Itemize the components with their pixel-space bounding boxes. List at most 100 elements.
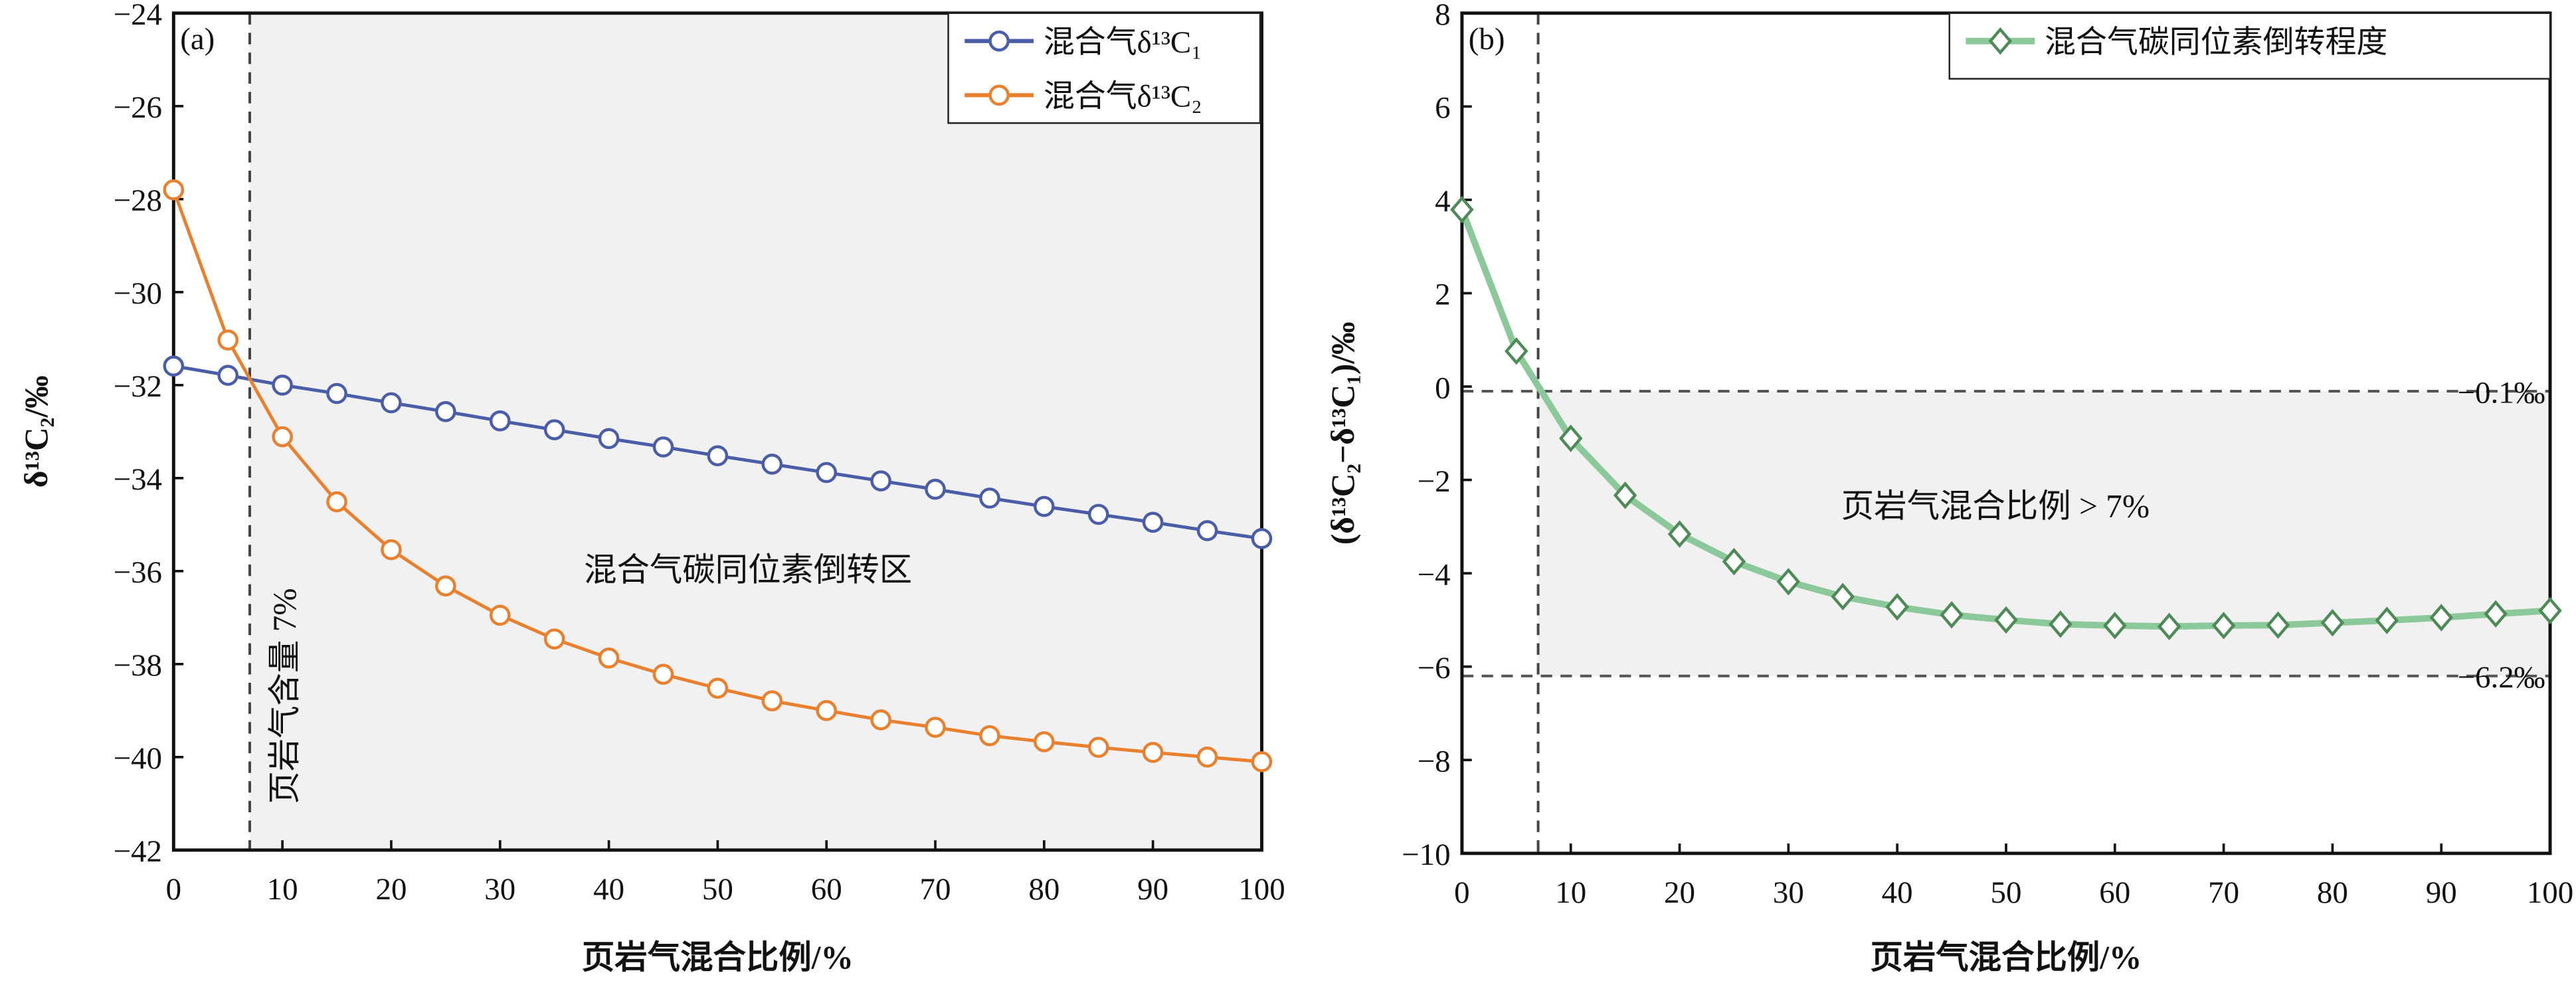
legend-box: [1948, 12, 2551, 80]
x-tick-label: 20: [375, 872, 407, 907]
data-point: [1776, 568, 1801, 596]
y-tick-label: −42: [114, 834, 162, 869]
y-tick-label: −36: [114, 555, 162, 590]
data-point: [435, 575, 456, 597]
region-annotation: 混合气碳同位素倒转区: [584, 552, 912, 588]
data-point: [925, 717, 946, 738]
legend: 混合气δ¹³C₁ 混合气δ¹³C₂: [947, 12, 1261, 124]
data-point: [652, 664, 674, 685]
y-tick-label: −4: [1418, 557, 1451, 592]
x-tick-label: 80: [1028, 872, 1059, 907]
x-tick-label: 90: [2426, 875, 2457, 910]
data-point: [217, 365, 239, 386]
y-tick-label: −32: [114, 369, 162, 404]
data-point: [2049, 610, 2072, 638]
y-tick-label: 8: [1435, 0, 1450, 32]
data-point: [707, 677, 729, 699]
x-tick-label: 0: [166, 872, 181, 907]
data-point: [1613, 482, 1637, 509]
data-point: [1034, 731, 1055, 753]
data-point: [2484, 600, 2508, 628]
data-point: [1034, 495, 1055, 517]
y-tick-label: −10: [1402, 838, 1450, 872]
y-tick-label: −28: [114, 183, 162, 218]
data-point: [543, 419, 565, 440]
panel-a-chart: 0 10 20 30 40 50 60 70 80 90 100 −42 −40 −38 −36 −34 −32…: [18, 0, 1285, 976]
data-point: [2320, 608, 2345, 637]
data-point: [2375, 606, 2399, 634]
data-point: [2157, 612, 2181, 640]
x-tick-label: 70: [2208, 875, 2239, 910]
data-point: [1251, 528, 1273, 549]
data-point: [163, 179, 185, 201]
data-point: [272, 426, 293, 448]
legend-marker-icon: [1988, 27, 2013, 55]
data-point: [381, 539, 402, 561]
x-tick-label: 30: [484, 872, 515, 907]
panel-b-chart: −0.1‰−6.2‰0 10 20 30 40 50 60 70 80 90 100−10−8−6−…: [1325, 0, 2573, 976]
y-tick-label: −34: [114, 462, 162, 497]
data-point: [435, 401, 456, 422]
data-point: [489, 604, 511, 626]
y-tick-label: 0: [1435, 371, 1450, 405]
legend-label: 混合气δ¹³C₂: [1044, 80, 1202, 114]
y-tick-label: 2: [1435, 278, 1450, 312]
reference-line-label: −6.2‰: [2458, 660, 2545, 695]
y-tick-label: −6: [1418, 651, 1451, 685]
x-tick-label: 80: [2317, 875, 2348, 910]
y-tick-label: −2: [1418, 464, 1451, 499]
data-point: [2211, 612, 2236, 640]
data-point: [163, 355, 185, 377]
data-point: [543, 628, 565, 650]
data-point: [925, 478, 946, 500]
y-axis-title: δ¹³C₂/‰: [18, 375, 54, 488]
y-tick-label: −24: [114, 0, 162, 32]
x-tick-label: 10: [267, 872, 298, 907]
x-tick-label: 50: [702, 872, 733, 907]
data-point: [2266, 611, 2290, 639]
panel-label: (b): [1469, 22, 1505, 56]
data-point: [598, 647, 620, 669]
region-annotation: 页岩气混合比例 > 7%: [1841, 488, 2150, 524]
data-point: [816, 462, 838, 484]
legend-marker-icon: [988, 84, 1010, 106]
x-tick-label: 70: [920, 872, 951, 907]
data-point: [1722, 547, 1746, 576]
data-point: [598, 428, 620, 450]
data-point: [1558, 424, 1583, 452]
data-point: [707, 445, 729, 467]
data-point: [2538, 596, 2562, 625]
legend-label: 混合气碳同位素倒转程度: [2045, 25, 2387, 60]
data-point: [381, 392, 402, 414]
reference-line-label: −0.1‰: [2458, 375, 2545, 410]
data-point: [816, 700, 838, 721]
shaded-region: [1538, 391, 2551, 676]
legend-label: 混合气δ¹³C₁: [1044, 25, 1202, 60]
x-tick-label: 30: [1773, 875, 1804, 910]
x-tick-label: 20: [1664, 875, 1695, 910]
vertical-line-label: 页岩气含量 7%: [266, 588, 303, 804]
y-tick-label: 4: [1435, 184, 1450, 219]
data-point: [761, 454, 783, 475]
data-point: [1251, 751, 1273, 772]
x-tick-label: 100: [2527, 875, 2573, 910]
x-tick-label: 40: [593, 872, 624, 907]
x-axis-title: 页岩气混合比例/%: [1870, 939, 2142, 976]
x-tick-label: 10: [1555, 875, 1586, 910]
data-point: [1450, 195, 1474, 224]
y-tick-label: −40: [114, 741, 162, 776]
data-point: [1142, 511, 1164, 533]
x-tick-label: 100: [1238, 872, 1285, 907]
x-tick-label: 0: [1454, 875, 1469, 910]
y-tick-label: 6: [1435, 91, 1450, 126]
data-point: [326, 491, 347, 513]
panel-label: (a): [180, 22, 215, 56]
data-point: [870, 709, 891, 731]
data-point: [272, 374, 293, 396]
data-point: [1831, 582, 1855, 610]
data-point: [1505, 337, 1528, 365]
y-tick-label: −38: [114, 648, 162, 683]
data-point: [1885, 593, 1909, 621]
data-point: [1196, 747, 1218, 768]
